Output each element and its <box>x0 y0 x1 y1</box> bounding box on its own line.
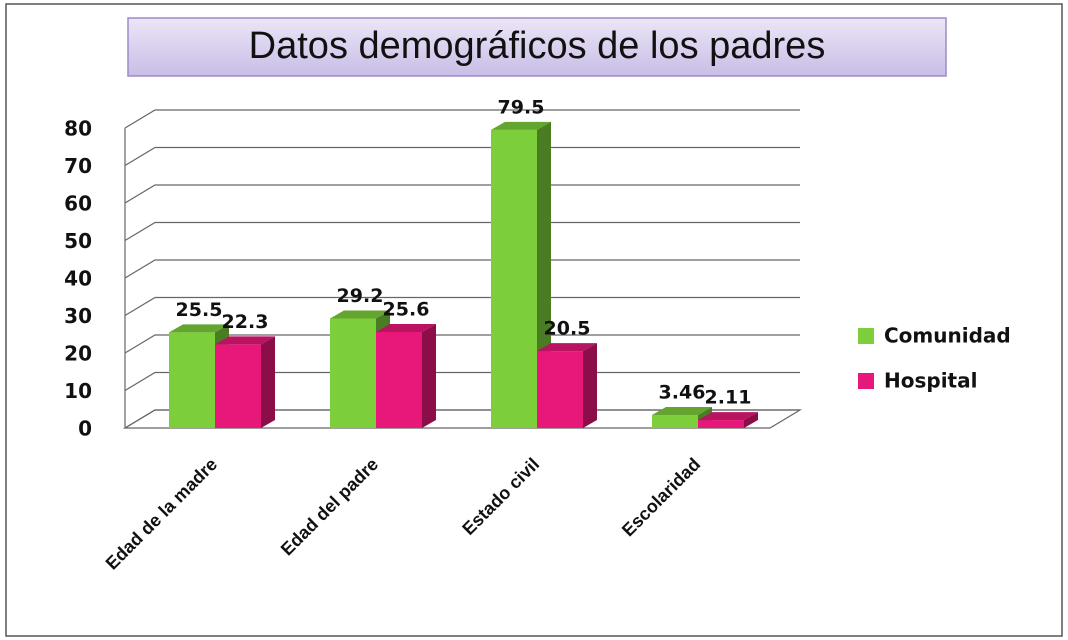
bar <box>376 332 422 428</box>
grid-line <box>124 334 800 354</box>
legend-label: Hospital <box>884 369 977 393</box>
y-tick-label: 20 <box>64 342 92 366</box>
title-box <box>127 17 947 77</box>
chart-title: Datos demográficos de los padres <box>249 25 826 67</box>
bar-top <box>537 343 597 352</box>
bar-side <box>422 324 436 428</box>
y-tick-label: 40 <box>64 267 92 291</box>
value-label: 79.5 <box>498 96 545 118</box>
y-tick-label: 30 <box>64 304 92 328</box>
bar-top <box>491 121 551 130</box>
value-label: 20.5 <box>544 318 591 340</box>
value-label: 25.5 <box>176 299 223 321</box>
bar <box>330 318 376 428</box>
grid-line <box>124 296 800 317</box>
bar-side <box>583 343 597 428</box>
value-label: 2.11 <box>705 387 752 409</box>
bar-top <box>215 336 275 345</box>
value-label: 22.3 <box>222 311 269 333</box>
y-tick-label: 70 <box>64 154 92 178</box>
legend-label: Comunidad <box>884 324 1011 348</box>
bar-top <box>652 407 712 416</box>
bar <box>652 415 698 428</box>
grid-line <box>124 146 800 167</box>
grid-line <box>124 109 800 129</box>
value-label: 3.46 <box>659 382 706 404</box>
grid-line <box>124 184 800 204</box>
bar <box>537 351 583 428</box>
bar-top <box>169 324 229 333</box>
grid-line <box>124 221 800 242</box>
y-tick-label: 50 <box>64 229 92 253</box>
bar-side <box>261 336 275 428</box>
y-tick-label: 10 <box>64 379 92 403</box>
value-label: 29.2 <box>337 285 384 307</box>
legend-swatch <box>858 328 874 344</box>
bar <box>698 420 744 428</box>
bar <box>215 344 261 428</box>
value-label: 25.6 <box>383 299 430 321</box>
y-tick-label: 60 <box>64 192 92 216</box>
bar-top <box>376 324 436 332</box>
bar-side <box>744 412 758 428</box>
y-tick-label: 0 <box>78 417 92 441</box>
bar <box>491 129 537 428</box>
bar-top <box>698 412 758 421</box>
y-tick-label: 80 <box>64 117 92 141</box>
grid-line <box>124 259 800 279</box>
bar <box>169 332 215 428</box>
bar-top <box>330 310 390 319</box>
legend-swatch <box>858 373 874 389</box>
